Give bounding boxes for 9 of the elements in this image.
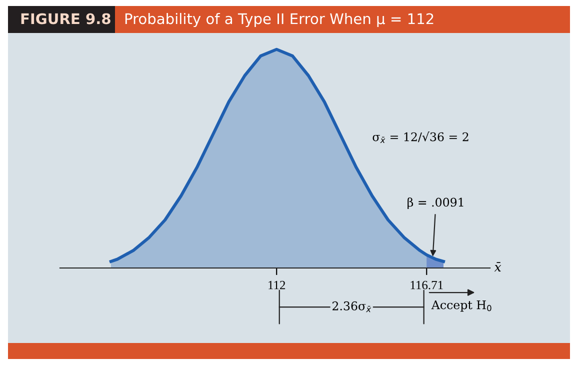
annotation: σ$_{x̄}$ = 12/√36 = 2 bbox=[372, 132, 468, 144]
x-tick-label: 116.71 bbox=[410, 280, 443, 290]
text: 2.36σ$_{x̄}$ bbox=[332, 301, 372, 312]
chart-title: FIGURE 9.8 bbox=[21, 13, 110, 24]
chart-subtitle: Probability of a Type II Error When μ = 112 bbox=[125, 12, 434, 28]
annotation: β = .0091 bbox=[408, 197, 464, 209]
x-tick-label: 112 bbox=[268, 280, 286, 290]
x-axis-title: x̄ bbox=[494, 262, 502, 272]
text: Accept H$_{0}$ bbox=[431, 300, 492, 312]
